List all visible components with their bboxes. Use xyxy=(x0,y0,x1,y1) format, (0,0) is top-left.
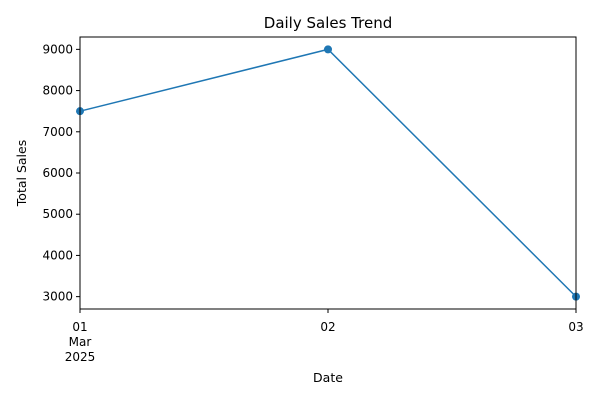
series-group xyxy=(76,45,580,301)
y-axis-label: Total Sales xyxy=(14,140,29,207)
y-tick-label: 9000 xyxy=(42,42,73,56)
x-tick-label-day: 03 xyxy=(568,320,583,334)
y-tick-label: 7000 xyxy=(42,125,73,139)
y-tick-label: 6000 xyxy=(42,166,73,180)
series-line xyxy=(79,48,577,298)
data-point xyxy=(324,45,332,54)
x-axis-label: Date xyxy=(313,370,343,385)
y-tick-label: 4000 xyxy=(42,248,73,262)
y-tick-label: 5000 xyxy=(42,207,73,221)
x-tick-label-year: 2025 xyxy=(65,350,96,364)
x-tick-label-day: 02 xyxy=(320,320,335,334)
x-tick-label-day: 01 xyxy=(72,320,87,334)
x-tick-label-month: Mar xyxy=(69,335,92,349)
chart-title: Daily Sales Trend xyxy=(264,14,392,32)
plot-frame xyxy=(79,36,577,310)
y-axis-ticks: 3000 4000 5000 6000 7000 8000 9000 xyxy=(42,42,80,304)
y-tick-label: 3000 xyxy=(42,290,73,304)
y-tick-label: 8000 xyxy=(42,84,73,98)
